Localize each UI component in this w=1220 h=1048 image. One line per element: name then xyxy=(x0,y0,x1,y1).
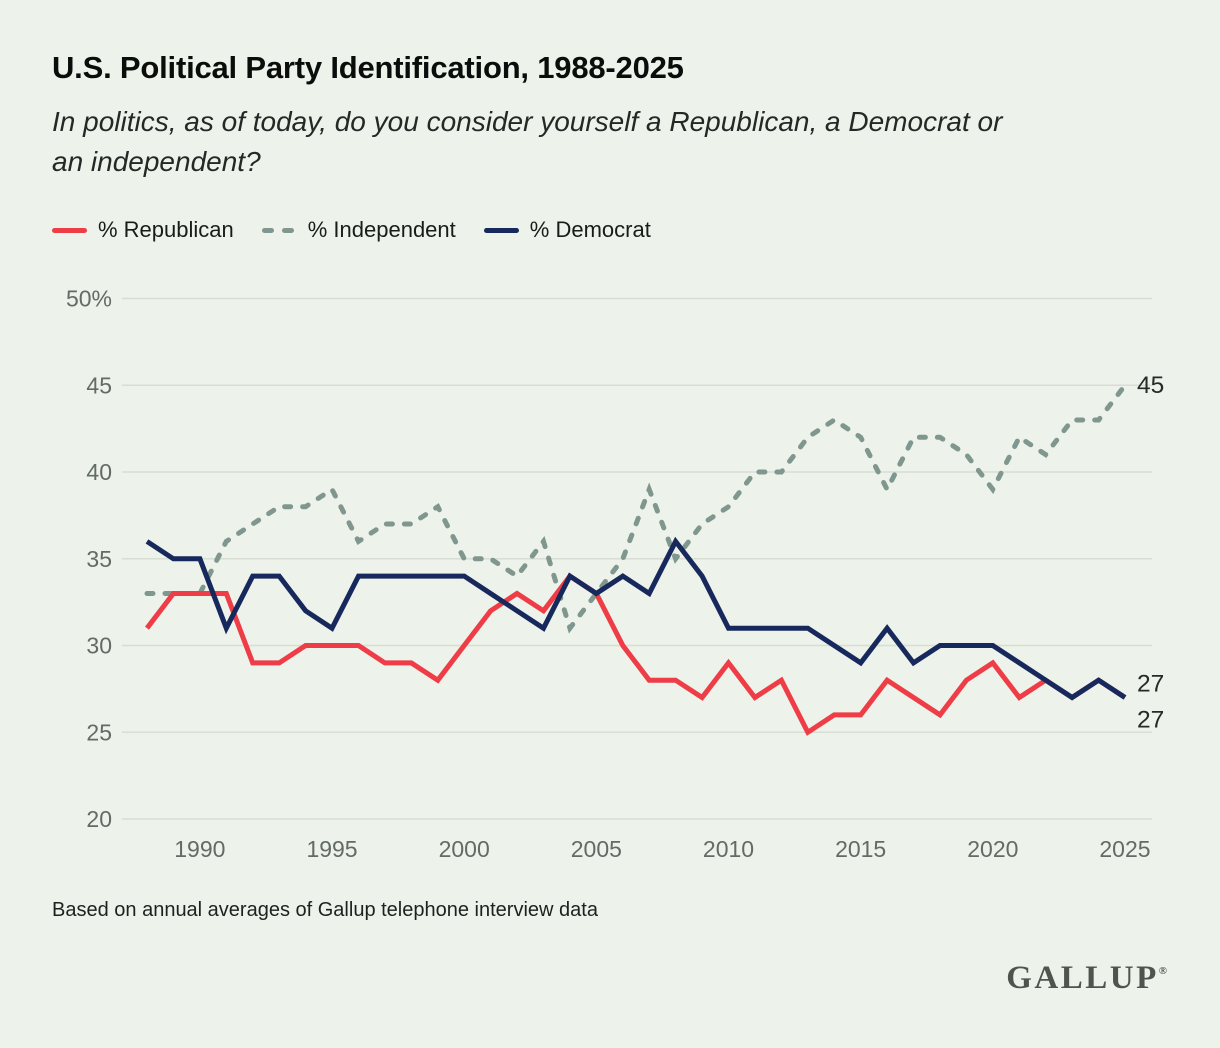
legend-item-independent: % Independent xyxy=(261,217,456,243)
line-swatch-icon xyxy=(483,227,519,233)
dashed-line-swatch-icon xyxy=(261,227,297,233)
source-note: Based on annual averages of Gallup telep… xyxy=(52,899,598,921)
y-axis-tick-label: 50% xyxy=(66,286,112,312)
x-axis-tick-label: 1995 xyxy=(306,836,357,862)
line-swatch-icon xyxy=(52,227,87,233)
series-end-value-label: 27 xyxy=(1137,707,1164,734)
legend-item-republican: % Republican xyxy=(52,217,234,243)
page-title: U.S. Political Party Identification, 198… xyxy=(52,50,684,85)
legend: % Republican % Independent % Democrat xyxy=(52,217,651,243)
x-axis-tick-label: 2025 xyxy=(1099,836,1150,862)
legend-item-democrat: % Democrat xyxy=(483,217,651,243)
x-axis-tick-label: 2020 xyxy=(967,836,1018,862)
series-line-republican xyxy=(145,572,1127,736)
legend-label: % Independent xyxy=(307,217,456,242)
legend-label: % Democrat xyxy=(529,217,651,242)
x-axis-tick-label: 2005 xyxy=(571,836,622,862)
chart-subtitle-question: In politics, as of today, do you conside… xyxy=(52,106,1003,177)
y-axis-tick-label: 25 xyxy=(86,719,112,745)
y-axis-tick-label: 35 xyxy=(86,546,112,572)
gallup-logo-text: GALLUP xyxy=(1006,960,1159,996)
series-line-independent xyxy=(144,382,1128,634)
series-end-value-label: 27 xyxy=(1137,671,1164,698)
registered-mark: ® xyxy=(1158,965,1167,977)
y-axis-tick-label: 30 xyxy=(86,633,112,659)
x-axis-tick-label: 2000 xyxy=(439,836,490,862)
series-end-value-label: 45 xyxy=(1137,372,1164,399)
y-axis-tick-label: 45 xyxy=(86,372,112,398)
x-axis-tick-label: 2010 xyxy=(703,836,754,862)
y-axis-tick-label: 20 xyxy=(86,806,112,832)
y-axis-tick-label: 40 xyxy=(86,459,112,485)
gallup-logo: GALLUP® xyxy=(1006,960,1167,997)
series-line-democrat xyxy=(145,536,1127,701)
x-axis-tick-label: 2015 xyxy=(835,836,886,862)
x-axis-tick-label: 1990 xyxy=(174,836,225,862)
legend-label: % Republican xyxy=(98,217,234,242)
